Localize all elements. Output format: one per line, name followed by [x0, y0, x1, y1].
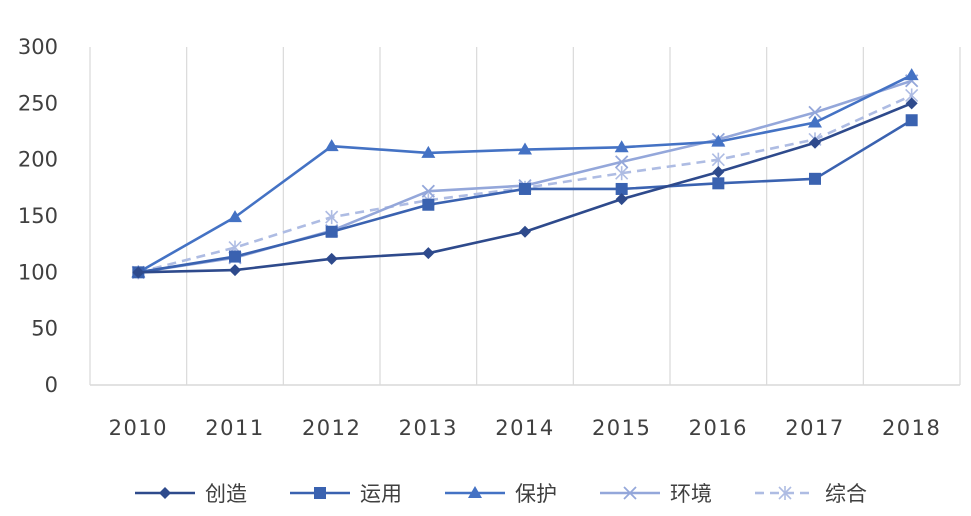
legend-marker — [778, 486, 792, 500]
y-axis: 0 50 100 150 200 250 300 — [18, 35, 58, 397]
data-point — [325, 210, 339, 225]
data-point — [809, 172, 821, 185]
x-tick-label: 2017 — [785, 416, 844, 440]
legend-label: 创造 — [205, 482, 247, 506]
data-point — [711, 152, 725, 167]
x-tick-label: 2013 — [399, 416, 458, 440]
x-tick-label: 2018 — [882, 416, 941, 440]
series-line — [138, 79, 913, 274]
data-point — [809, 136, 821, 149]
legend-marker — [468, 486, 482, 498]
data-point — [615, 155, 629, 169]
x-axis: 2010 2011 2012 2013 2014 2015 2016 2017 2018 — [109, 416, 941, 440]
data-point — [325, 252, 338, 265]
data-point — [421, 145, 436, 158]
legend-label: 保护 — [515, 482, 557, 506]
data-point — [615, 182, 628, 195]
series-lines — [131, 68, 919, 280]
data-point — [229, 250, 241, 263]
y-tick-label: 0 — [45, 373, 58, 397]
legend-item: 创造 — [135, 482, 247, 506]
data-point — [905, 97, 918, 110]
y-tick-label: 50 — [31, 317, 58, 341]
y-tick-label: 300 — [18, 35, 58, 59]
data-point — [808, 105, 822, 119]
legend-label: 环境 — [670, 482, 712, 506]
legend-item: 综合 — [755, 482, 867, 506]
data-point — [422, 247, 435, 260]
series-4 — [131, 74, 919, 279]
data-point — [711, 134, 726, 147]
series-line — [137, 73, 913, 274]
y-tick-label: 250 — [18, 91, 58, 115]
data-point — [904, 68, 919, 81]
series-1 — [132, 97, 918, 279]
data-point — [712, 166, 725, 179]
legend-marker — [623, 486, 637, 500]
legend: 创造 运用 保护 环境 综合 — [135, 482, 867, 506]
x-tick-label: 2014 — [495, 416, 554, 440]
data-point — [614, 140, 629, 153]
y-tick-label: 150 — [18, 204, 58, 228]
legend-item: 运用 — [290, 482, 402, 506]
x-tick-label: 2012 — [302, 416, 361, 440]
data-point — [325, 225, 338, 238]
data-point — [615, 166, 629, 181]
series-2 — [132, 114, 918, 279]
legend-item: 保护 — [445, 482, 557, 506]
data-point — [615, 193, 628, 206]
x-tick-label: 2010 — [109, 416, 168, 440]
x-tick-label: 2011 — [205, 416, 264, 440]
data-point — [228, 210, 242, 223]
data-point — [712, 177, 725, 190]
legend-marker — [314, 487, 326, 499]
data-point — [519, 182, 531, 195]
x-tick-label: 2015 — [592, 416, 651, 440]
series-3 — [131, 68, 919, 278]
data-point — [422, 198, 435, 211]
data-point — [905, 114, 918, 127]
legend-label: 综合 — [825, 482, 867, 506]
legend-label: 运用 — [360, 482, 402, 506]
data-point — [324, 139, 339, 152]
data-point — [421, 184, 435, 198]
data-point — [132, 266, 145, 279]
data-point — [518, 142, 532, 155]
grid-lines — [89, 47, 961, 386]
legend-item: 环境 — [600, 482, 712, 506]
legend-marker — [159, 487, 171, 499]
y-tick-label: 100 — [18, 260, 58, 284]
y-tick-label: 200 — [18, 148, 58, 172]
data-point — [519, 225, 531, 238]
data-point — [808, 115, 822, 128]
data-point — [229, 264, 241, 277]
x-tick-label: 2016 — [689, 416, 748, 440]
